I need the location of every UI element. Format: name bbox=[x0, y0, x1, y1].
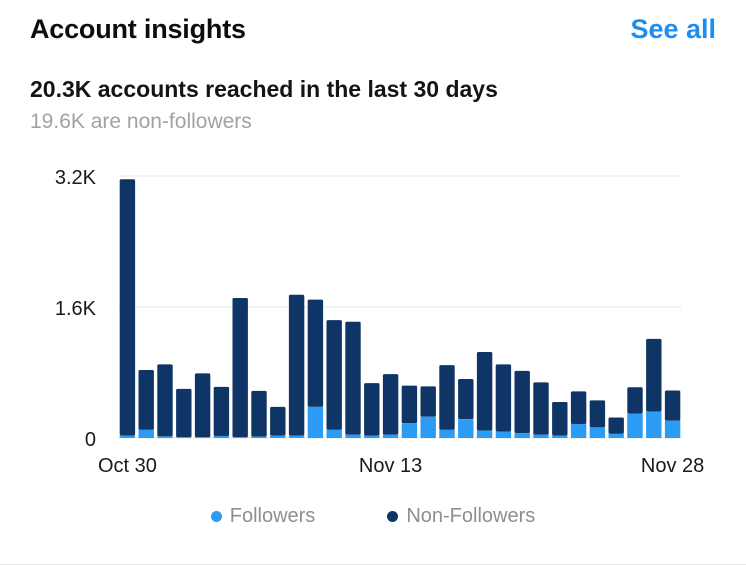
followers-dot-icon bbox=[210, 511, 222, 522]
bar-non-followers bbox=[627, 387, 643, 414]
accounts-reached-chart: 0 1.6K 3.2K Oct 30 Nov 13 Nov 28 bbox=[55, 167, 704, 477]
y-tick-label: 0 bbox=[85, 429, 96, 451]
bar-followers bbox=[552, 435, 568, 438]
bar-non-followers bbox=[589, 400, 606, 428]
bar-followers bbox=[213, 435, 230, 438]
bar-followers bbox=[251, 436, 267, 438]
bar-followers bbox=[458, 419, 474, 438]
bar-followers bbox=[533, 434, 549, 438]
section-title: Account insights bbox=[30, 14, 246, 44]
bar-non-followers bbox=[157, 364, 173, 437]
legend-item-followers: Followers bbox=[210, 505, 316, 528]
bar-followers bbox=[138, 429, 154, 438]
bar-followers bbox=[664, 420, 681, 438]
bar-non-followers bbox=[194, 373, 211, 438]
bar-non-followers bbox=[176, 388, 192, 438]
bar-non-followers bbox=[288, 294, 305, 436]
legend-label-non-followers: Non-Followers bbox=[406, 505, 536, 527]
card-header: Account insights See all bbox=[30, 14, 716, 45]
bar-followers bbox=[288, 435, 305, 438]
bar-non-followers bbox=[364, 383, 380, 436]
bar-followers bbox=[439, 429, 455, 438]
bar-followers bbox=[326, 429, 342, 438]
bar-non-followers bbox=[533, 382, 549, 435]
bar-followers bbox=[194, 437, 211, 438]
reach-headline: 20.3K accounts reached in the last 30 da… bbox=[30, 76, 498, 102]
non-follower-subline: 19.6K are non-followers bbox=[30, 110, 252, 133]
bar-non-followers bbox=[326, 320, 342, 430]
x-tick-label: Oct 30 bbox=[98, 455, 157, 477]
legend-label-followers: Followers bbox=[229, 505, 316, 527]
bar-followers bbox=[608, 433, 624, 438]
bar-followers bbox=[307, 406, 324, 438]
see-all-link[interactable]: See all bbox=[630, 14, 716, 44]
bar-followers bbox=[514, 433, 530, 438]
bar-non-followers bbox=[570, 391, 587, 425]
x-tick-label: Nov 13 bbox=[359, 455, 422, 477]
bar-followers bbox=[646, 411, 662, 438]
bar-non-followers bbox=[270, 406, 286, 436]
bar-followers bbox=[627, 413, 643, 438]
bar-non-followers bbox=[251, 390, 267, 437]
legend-item-non-followers: Non-Followers bbox=[387, 505, 535, 528]
bar-followers bbox=[345, 434, 361, 438]
chart-legend: Followers Non-Followers bbox=[0, 505, 746, 528]
bar-non-followers bbox=[476, 352, 493, 431]
bar-non-followers bbox=[420, 386, 436, 417]
bar-followers bbox=[176, 437, 192, 438]
bar-followers bbox=[570, 424, 587, 438]
bar-followers bbox=[589, 427, 606, 438]
bar-followers bbox=[476, 430, 493, 438]
bar-non-followers bbox=[664, 390, 681, 421]
y-tick-label: 1.6K bbox=[55, 298, 97, 320]
bar-non-followers bbox=[439, 365, 455, 430]
bar-non-followers bbox=[608, 417, 624, 434]
bar-followers bbox=[119, 435, 136, 438]
bar-followers bbox=[382, 434, 399, 438]
y-tick-label: 3.2K bbox=[55, 167, 97, 189]
non-followers-dot-icon bbox=[387, 511, 399, 522]
bar-non-followers bbox=[514, 370, 530, 434]
bar-non-followers bbox=[552, 401, 568, 436]
bar-non-followers bbox=[213, 386, 230, 436]
bar-followers bbox=[495, 431, 512, 438]
bar-non-followers bbox=[307, 299, 324, 407]
bar-followers bbox=[270, 435, 286, 438]
bar-followers bbox=[157, 436, 173, 438]
bar-non-followers bbox=[646, 338, 662, 412]
bar-non-followers bbox=[458, 379, 474, 420]
bar-non-followers bbox=[495, 364, 512, 432]
bar-non-followers bbox=[138, 370, 154, 430]
bar-non-followers bbox=[382, 374, 399, 435]
bar-followers bbox=[420, 416, 436, 438]
bar-followers bbox=[364, 435, 380, 438]
bar-non-followers bbox=[119, 179, 136, 436]
bar-non-followers bbox=[232, 297, 248, 438]
bar-followers bbox=[232, 437, 248, 438]
x-tick-label: Nov 28 bbox=[641, 455, 704, 477]
bar-non-followers bbox=[401, 385, 418, 424]
bar-followers bbox=[401, 423, 418, 438]
bar-non-followers bbox=[345, 321, 361, 435]
